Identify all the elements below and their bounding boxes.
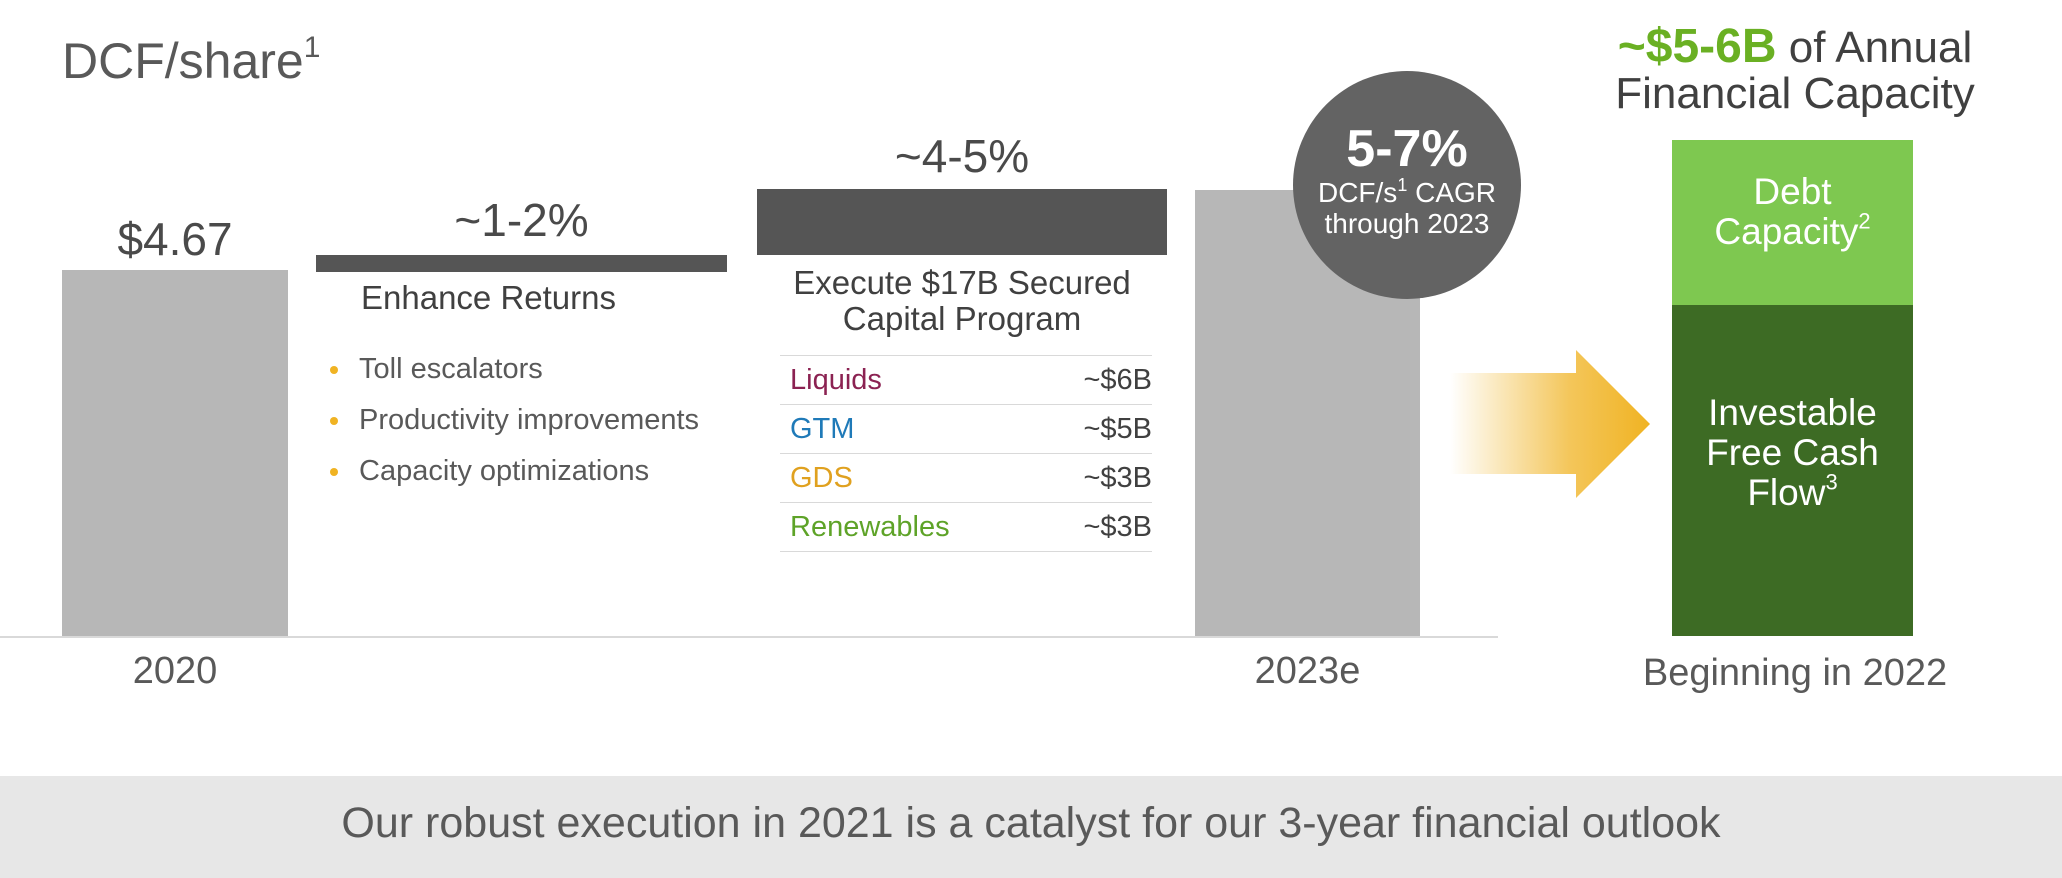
list-item: Toll escalators — [325, 350, 745, 401]
capital-program-table: Liquids ~$6B GTM ~$5B GDS ~$3B Renewable… — [780, 355, 1152, 552]
increment-2-value-label: ~4-5% — [894, 130, 1030, 182]
program-name-gds: GDS — [780, 453, 1045, 503]
capacity-amount: ~$5-6B — [1617, 20, 1777, 73]
bar-2020 — [62, 270, 288, 637]
debt-capacity-block: Debt Capacity2 — [1672, 140, 1913, 305]
bar-2020-value-label: $4.67 — [117, 213, 233, 265]
table-row: Liquids ~$6B — [780, 355, 1152, 405]
bar-increment-2 — [757, 189, 1167, 255]
program-name-liquids: Liquids — [780, 355, 1045, 405]
capacity-headline: ~$5-6B of Annual Financial Capacity — [1615, 20, 1975, 118]
capacity-caption: Beginning in 2022 — [1642, 652, 1948, 694]
table-row: Renewables ~$3B — [780, 502, 1152, 552]
x-tick-2020: 2020 — [132, 650, 218, 692]
program-name-gtm: GTM — [780, 404, 1045, 454]
right-arrow-icon — [1450, 350, 1650, 498]
program-amount-liquids: ~$6B — [1044, 355, 1152, 405]
program-name-renewables: Renewables — [780, 502, 1045, 552]
table-row: GDS ~$3B — [780, 453, 1152, 503]
list-item: Productivity improvements — [325, 401, 745, 452]
cagr-line2: through 2023 — [1324, 208, 1490, 239]
increment-1-value-label: ~1-2% — [454, 194, 589, 246]
enhance-returns-list: Toll escalators Productivity improvement… — [325, 350, 745, 503]
capital-program-heading: Execute $17B Secured Capital Program — [793, 264, 1131, 337]
enhance-returns-heading: Enhance Returns — [361, 279, 616, 316]
footer-text: Our robust execution in 2021 is a cataly… — [341, 799, 1721, 847]
cagr-line1: DCF/s1 CAGR — [1317, 175, 1497, 208]
x-axis-line — [0, 636, 1498, 638]
table-row: GTM ~$5B — [780, 404, 1152, 454]
program-amount-gds: ~$3B — [1044, 453, 1152, 503]
program-amount-gtm: ~$5B — [1044, 404, 1152, 454]
chart-title: DCF/share1 — [62, 31, 321, 90]
cagr-value: 5-7% — [1346, 120, 1468, 178]
free-cash-flow-block: Investable Free Cash Flow3 — [1672, 305, 1913, 636]
cagr-circle: 5-7% DCF/s1 CAGR through 2023 — [1293, 71, 1521, 299]
footer-banner — [0, 776, 2062, 878]
bar-increment-1 — [316, 255, 727, 272]
program-amount-renewables: ~$3B — [1044, 502, 1152, 552]
x-tick-2023e: 2023e — [1254, 650, 1361, 692]
list-item: Capacity optimizations — [325, 452, 745, 503]
